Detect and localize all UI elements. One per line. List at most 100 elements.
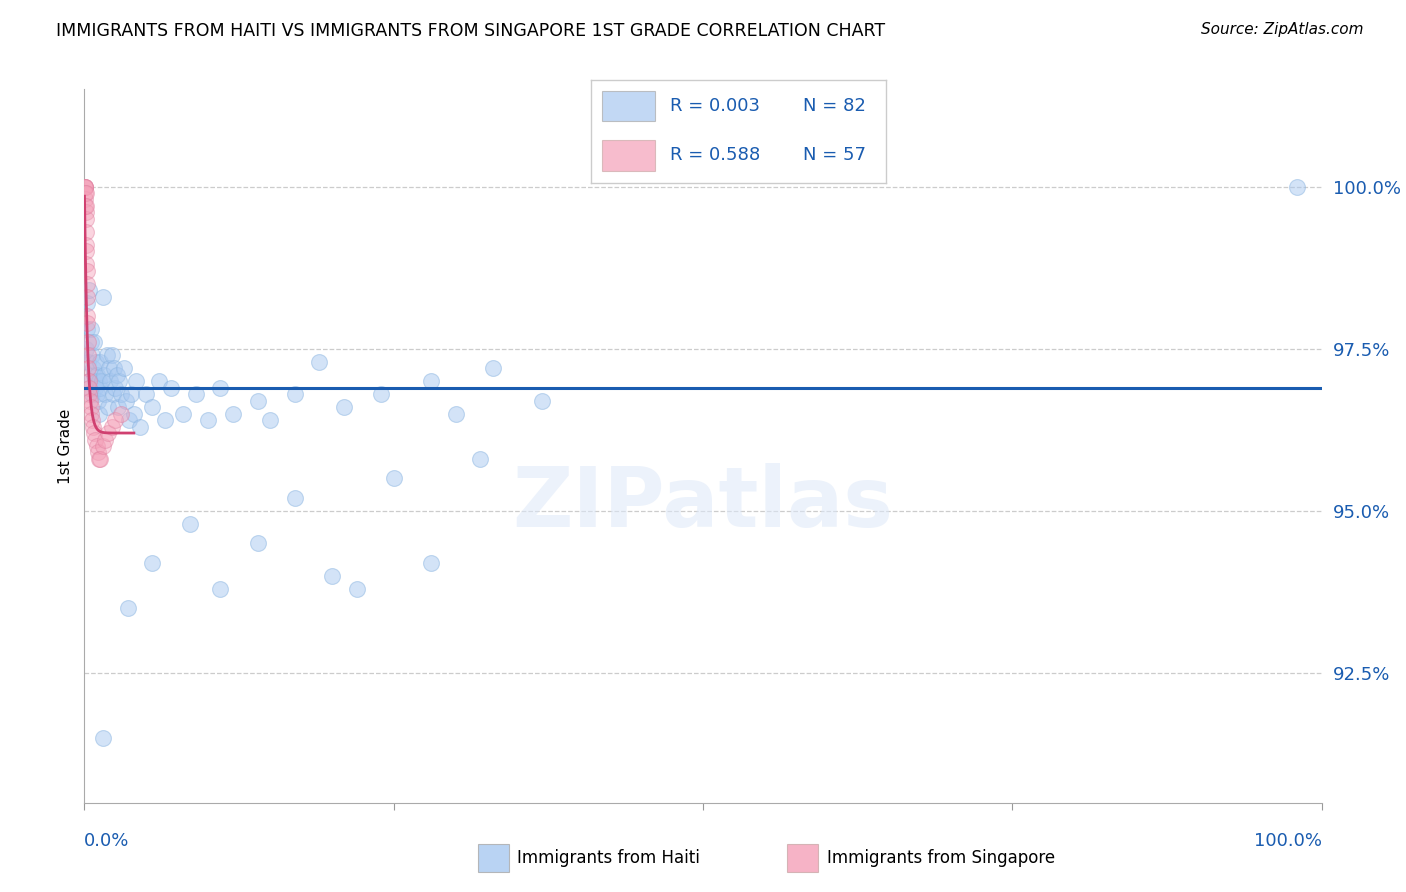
Point (79, 374, 101, 388)
Point (89, 381, 111, 395)
Point (86, 368, 108, 382)
Point (153, 413, 176, 427)
Point (75, 199, 97, 213)
Point (75, 225, 97, 239)
Bar (602, 91, 655, 121)
Text: IMMIGRANTS FROM HAITI VS IMMIGRANTS FROM SINGAPORE 1ST GRADE CORRELATION CHART: IMMIGRANTS FROM HAITI VS IMMIGRANTS FROM… (56, 22, 886, 40)
Point (160, 381, 183, 395)
Text: R = 0.588: R = 0.588 (671, 146, 761, 164)
Point (76, 296, 98, 310)
Point (110, 387, 132, 401)
Point (105, 368, 128, 382)
Point (179, 516, 201, 531)
Point (98, 361, 121, 376)
Point (419, 374, 441, 388)
Point (75, 179, 97, 194)
Point (75, 342, 97, 356)
Point (94, 433, 117, 447)
Point (76, 277, 98, 291)
Point (77, 374, 100, 388)
Point (75, 244, 97, 259)
Point (97, 425, 120, 440)
Point (87, 374, 110, 388)
Point (91, 731, 114, 745)
Point (76, 264, 98, 278)
Point (419, 556, 441, 570)
Point (101, 387, 124, 401)
Point (246, 393, 269, 408)
Point (141, 400, 163, 414)
Point (77, 381, 100, 395)
Bar (787, 844, 818, 872)
Point (107, 400, 129, 414)
Bar (602, 140, 655, 170)
Point (77, 361, 100, 376)
Point (77, 283, 100, 297)
Point (104, 381, 127, 395)
Point (209, 582, 232, 596)
Point (75, 186, 97, 200)
Point (118, 413, 141, 427)
Point (93, 368, 115, 382)
Point (1285, 179, 1308, 194)
Point (75, 199, 97, 213)
Point (98, 374, 121, 388)
Text: 100.0%: 100.0% (1254, 832, 1322, 850)
Point (79, 400, 101, 414)
Point (308, 354, 330, 368)
Point (80, 413, 103, 427)
Point (75, 257, 97, 271)
Point (184, 387, 207, 401)
Point (135, 387, 157, 401)
Point (110, 407, 132, 421)
Point (76, 322, 98, 336)
Point (470, 452, 492, 467)
Point (90, 374, 112, 388)
Point (79, 335, 101, 350)
Point (75, 211, 97, 226)
Point (73, 179, 96, 194)
Point (370, 387, 392, 401)
Point (82, 348, 104, 362)
Point (104, 413, 127, 427)
Y-axis label: 1st Grade: 1st Grade (58, 409, 73, 483)
Point (86, 387, 108, 401)
Text: Immigrants from Haiti: Immigrants from Haiti (517, 849, 700, 867)
Point (79, 393, 101, 408)
Point (87, 393, 110, 408)
Point (141, 556, 163, 570)
Point (83, 368, 105, 382)
Point (89, 452, 111, 467)
Point (481, 361, 503, 376)
Point (76, 335, 98, 350)
Point (89, 452, 111, 467)
Point (73, 179, 96, 194)
Text: ZIPatlas: ZIPatlas (513, 463, 893, 543)
Point (531, 393, 554, 408)
Point (91, 290, 114, 304)
Point (80, 407, 103, 421)
Point (89, 354, 111, 368)
Point (100, 419, 122, 434)
Point (96, 348, 118, 362)
Point (75, 205, 97, 219)
Point (148, 374, 170, 388)
Point (87, 445, 110, 459)
Point (321, 568, 343, 582)
Point (83, 335, 105, 350)
Point (100, 348, 122, 362)
Text: N = 57: N = 57 (803, 146, 866, 164)
Point (84, 433, 107, 447)
Point (197, 413, 219, 427)
Point (83, 425, 105, 440)
Point (76, 316, 98, 330)
Point (75, 186, 97, 200)
Point (120, 387, 142, 401)
Point (97, 400, 120, 414)
Point (76, 290, 98, 304)
Point (259, 413, 281, 427)
Text: N = 82: N = 82 (803, 97, 866, 115)
Point (108, 374, 131, 388)
Point (444, 407, 467, 421)
Point (82, 419, 104, 434)
